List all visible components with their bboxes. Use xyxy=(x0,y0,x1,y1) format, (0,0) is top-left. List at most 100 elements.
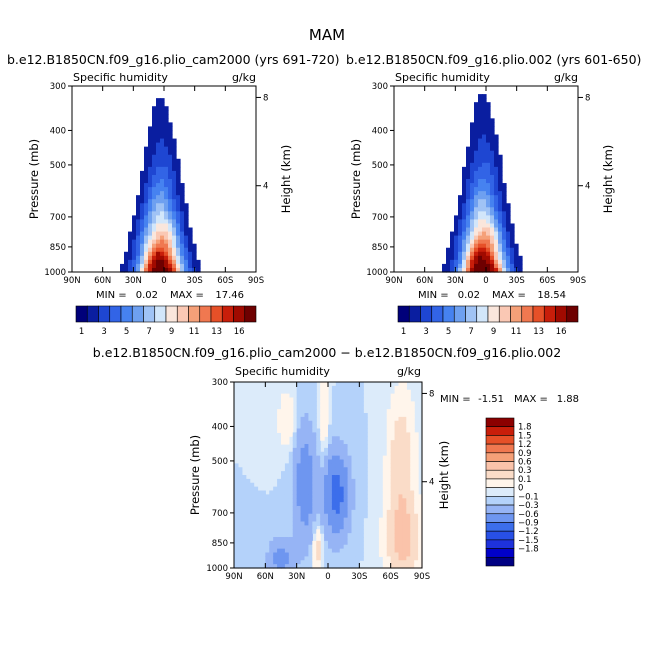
field-cell xyxy=(490,158,495,164)
field-cell xyxy=(277,424,282,430)
field-cell xyxy=(257,529,263,534)
field-cell xyxy=(470,179,475,184)
colorbar-label: 1 xyxy=(79,327,84,337)
field-cell xyxy=(331,529,337,534)
field-cell xyxy=(458,223,463,229)
field-cell xyxy=(410,552,415,557)
field-cell xyxy=(188,251,193,257)
field-cell xyxy=(176,227,181,233)
field-cell xyxy=(128,263,133,269)
field-cell xyxy=(382,463,388,468)
field-cell xyxy=(252,90,257,95)
field-cell xyxy=(320,455,325,461)
field-cell xyxy=(406,459,411,464)
field-cell xyxy=(140,231,145,237)
field-cell xyxy=(312,393,317,399)
field-cell xyxy=(288,405,294,410)
field-cell xyxy=(482,223,487,229)
field-cell xyxy=(486,126,491,132)
field-cell xyxy=(244,215,249,221)
field-cell xyxy=(172,179,177,184)
field-cell xyxy=(398,416,404,422)
field-cell xyxy=(237,552,243,557)
field-cell xyxy=(245,482,251,488)
field-cell xyxy=(398,540,404,546)
field-cell xyxy=(244,86,249,91)
field-cell xyxy=(478,114,483,119)
field-cell xyxy=(245,486,251,492)
colorbar-box xyxy=(485,443,515,454)
field-cell xyxy=(347,525,353,530)
field-cell xyxy=(152,134,157,140)
field-cell xyxy=(160,187,165,192)
field-cell xyxy=(486,195,491,200)
field-cell xyxy=(152,174,157,180)
field-cell xyxy=(144,263,149,269)
field-cell xyxy=(474,179,479,184)
field-cell xyxy=(335,509,341,515)
field-cell xyxy=(566,179,571,184)
field-cell xyxy=(152,227,157,233)
field-cell xyxy=(398,525,404,530)
colorbar-box xyxy=(143,305,156,323)
x-tick-label: 30N xyxy=(125,276,142,286)
field-cell xyxy=(288,537,294,542)
field-cell xyxy=(152,235,157,241)
field-cell xyxy=(570,259,575,265)
colorbar-box xyxy=(131,305,144,323)
field-cell xyxy=(252,130,257,136)
field-cell xyxy=(490,138,495,144)
field-cell xyxy=(414,440,419,445)
field-cell xyxy=(494,263,499,269)
field-cell xyxy=(566,259,571,265)
field-cell xyxy=(490,195,495,200)
field-cell xyxy=(339,420,345,426)
field-cell xyxy=(574,251,579,257)
field-cell xyxy=(390,467,396,472)
field-cell xyxy=(450,255,455,261)
field-cell xyxy=(180,247,185,253)
field-cell xyxy=(176,211,181,216)
field-cell xyxy=(382,471,388,476)
field-cell xyxy=(288,409,294,414)
field-cell xyxy=(168,187,173,192)
field-cell xyxy=(164,130,169,136)
field-cell xyxy=(237,560,243,565)
field-cell xyxy=(252,227,257,233)
field-cell xyxy=(382,525,388,530)
field-cell xyxy=(152,251,157,257)
field-cell xyxy=(284,478,290,484)
field-cell xyxy=(390,475,396,480)
field-cell xyxy=(284,548,290,554)
field-cell xyxy=(442,263,447,269)
field-cell xyxy=(363,478,368,484)
field-cell xyxy=(478,219,483,225)
field-cell xyxy=(390,502,396,507)
colorbar-box xyxy=(485,469,515,480)
field-cell xyxy=(312,463,317,468)
field-cell xyxy=(490,235,495,241)
field-cell xyxy=(176,207,181,212)
field-cell xyxy=(253,509,259,515)
y2-tick-label: 4 xyxy=(585,182,590,192)
field-cell xyxy=(335,397,341,402)
field-cell xyxy=(172,251,177,257)
field-cell xyxy=(454,235,459,241)
field-cell xyxy=(308,397,313,402)
field-cell xyxy=(570,207,575,212)
field-cell xyxy=(474,174,479,180)
field-cell xyxy=(347,444,353,449)
field-cell xyxy=(273,494,278,499)
field-cell xyxy=(312,459,317,464)
field-cell xyxy=(164,134,169,140)
field-cell xyxy=(482,130,487,136)
field-cell xyxy=(574,130,579,136)
field-cell xyxy=(498,211,503,216)
field-cell xyxy=(176,162,181,168)
field-cell xyxy=(144,187,149,192)
field-cell xyxy=(261,517,266,523)
field-cell xyxy=(277,506,282,511)
field-cell xyxy=(184,215,189,221)
field-cell xyxy=(331,459,337,464)
